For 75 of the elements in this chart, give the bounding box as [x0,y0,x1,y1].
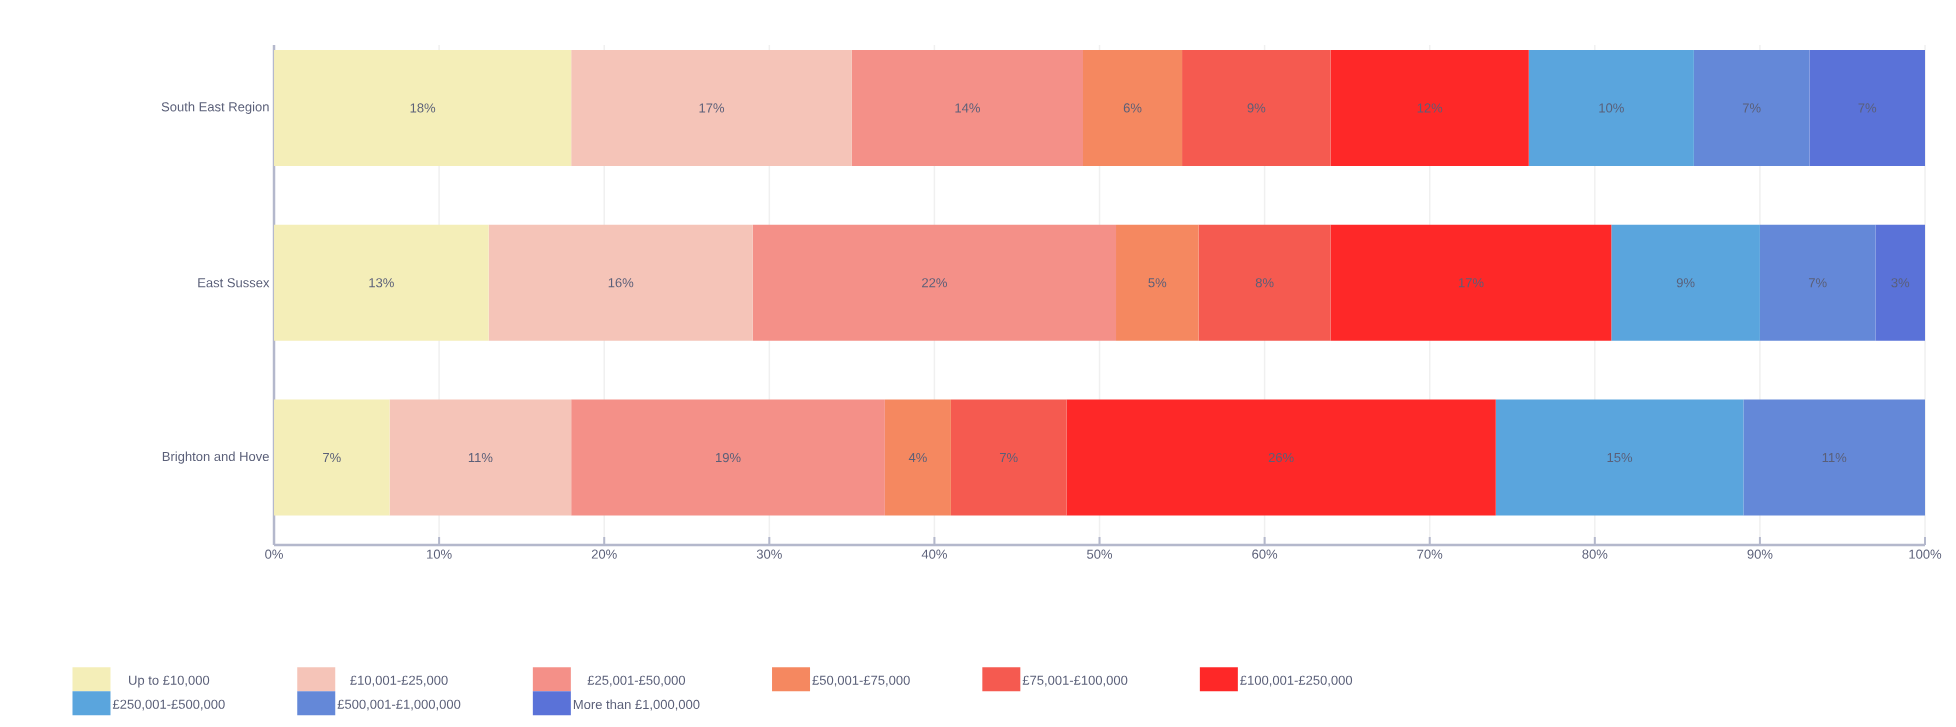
legend-label: More than £1,000,000 [573,699,700,711]
data-label: 7% [1808,278,1827,288]
y-tick-label: Brighton and Hove [162,451,269,464]
bar [1759,224,1876,341]
y-tick-label: East Sussex [198,278,270,288]
bar [1182,49,1331,166]
bar [571,49,852,166]
legend-label: £500,001-£1,000,000 [337,699,461,711]
bar [274,224,489,341]
data-label: 8% [1255,278,1274,288]
y-tick-label: South East Region [161,101,269,114]
data-label: 9% [1247,103,1266,113]
bar [1528,49,1694,166]
data-label: 19% [716,452,741,463]
data-label: 16% [608,278,634,288]
x-tick-label: 80% [1582,549,1608,559]
x-tick-label: 100% [1909,549,1942,559]
data-label: 17% [1458,278,1484,288]
legend-label: £250,001-£500,000 [112,699,225,711]
legend-label: Up to £10,000 [129,675,210,688]
x-tick-label: 70% [1417,549,1443,559]
bar [389,399,572,516]
data-label: 5% [1148,278,1167,288]
bar [274,399,390,516]
bar [1083,49,1183,166]
data-label: 3% [1891,278,1910,288]
bar [851,49,1084,166]
data-label: 9% [1676,278,1695,288]
data-label: 18% [410,103,436,113]
legend-label: £100,001-£250,000 [1240,675,1353,687]
bar [884,399,951,516]
legend-label: £75,001-£100,000 [1022,675,1128,687]
bar [1693,49,1810,166]
bar [1330,224,1612,341]
data-label: 4% [908,453,927,463]
bar [571,399,885,516]
data-label: 17% [699,103,725,113]
bar [1875,224,1926,341]
x-tick-label: 50% [1087,549,1113,559]
x-tick-label: 10% [427,549,452,559]
legend-label: £25,001-£50,000 [587,675,686,687]
x-tick-label: 30% [756,549,782,559]
data-label: 7% [999,453,1018,463]
data-label: 22% [922,278,947,288]
x-tick-label: 20% [591,549,617,559]
data-label: 13% [369,278,394,288]
bar [1495,399,1744,516]
bar [1116,224,1199,341]
bar [1611,224,1760,341]
bar [1198,224,1331,341]
x-tick-label: 60% [1252,549,1278,559]
bar [1743,399,1926,516]
bar [488,224,753,341]
data-label: 26% [1268,452,1294,463]
legend-label: £10,001-£25,000 [350,675,448,687]
x-tick-label: 40% [921,549,947,559]
data-label: 15% [1607,453,1633,463]
bar [1809,49,1926,166]
data-label: 14% [955,103,980,113]
data-label: 11% [1822,453,1847,463]
bar [950,399,1067,516]
data-label: 11% [468,453,493,463]
bar [274,49,572,166]
bar [752,224,1117,341]
data-label: 7% [323,453,341,463]
bar [1066,399,1496,516]
data-label: 10% [1599,103,1624,113]
data-label: 7% [1858,103,1877,113]
x-tick-label: 90% [1747,549,1773,559]
x-tick-label: 0% [265,549,283,559]
data-label: 12% [1417,103,1443,113]
data-label: 7% [1742,103,1761,113]
legend-label: £50,001-£75,000 [812,675,910,687]
bar [1330,49,1529,166]
data-label: 6% [1123,103,1142,113]
